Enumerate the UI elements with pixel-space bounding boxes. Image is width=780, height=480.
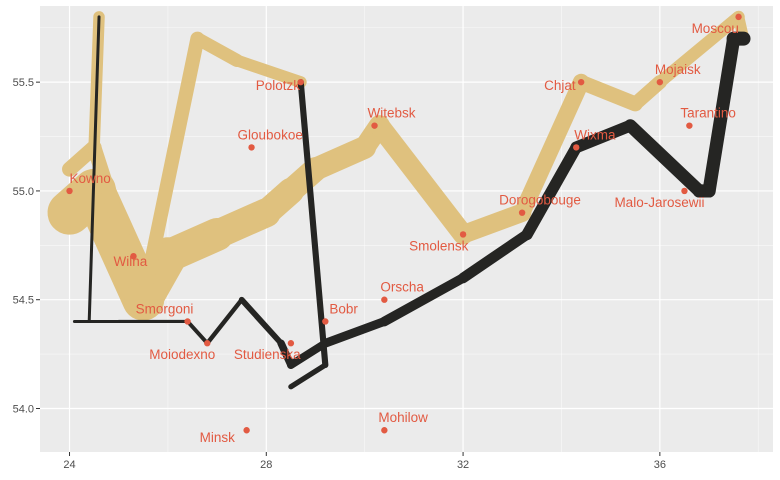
y-tick-label: 54.0: [13, 403, 34, 415]
advance-segment: [513, 73, 590, 222]
retreat-segment: [238, 296, 284, 347]
advance-segment: [369, 115, 474, 245]
city-label: Mojaisk: [655, 62, 701, 77]
advance-path: [62, 31, 307, 307]
city-label: Wilna: [113, 254, 147, 269]
retreat-segment: [623, 119, 706, 198]
city-marker: [459, 231, 467, 238]
city-marker: [681, 187, 688, 195]
city-marker: [184, 318, 191, 325]
city-label: Smorgoni: [136, 301, 194, 316]
city-markers: [66, 13, 742, 434]
city-labels: Kowno Wilna Smorgoni Moiodexno Gloubokoe Mins…: [70, 21, 739, 445]
retreat-segment: [297, 79, 329, 369]
retreat-segment: [288, 362, 328, 390]
city-label: Chjat: [544, 78, 576, 93]
retreat-path: [72, 31, 751, 369]
y-tick-label: 55.0: [13, 186, 34, 198]
city-label: Moiodexno: [149, 347, 215, 362]
city-marker: [243, 427, 250, 434]
city-label: Smolensk: [409, 238, 469, 253]
retreat-segment: [286, 339, 330, 369]
city-label: Kowno: [70, 171, 111, 186]
x-tick-label: 32: [457, 459, 469, 471]
advance-segment: [136, 31, 205, 307]
y-axis: 54.0 54.5 55.0 55.5: [13, 77, 40, 415]
retreat-path: [87, 15, 101, 323]
city-marker: [371, 122, 378, 129]
city-marker: [66, 187, 73, 195]
x-tick-label: 28: [260, 459, 272, 471]
retreat-segment: [521, 141, 582, 241]
city-label: Bobr: [329, 301, 358, 316]
city-marker: [381, 427, 388, 434]
retreat-segment: [702, 32, 741, 198]
x-tick-label: 36: [654, 459, 666, 471]
retreat-segment: [87, 15, 101, 323]
city-label: Polotzk: [256, 78, 301, 93]
retreat-segment: [185, 319, 210, 346]
retreat-path: [288, 79, 329, 390]
city-marker: [381, 296, 388, 303]
retreat-segment: [320, 317, 389, 348]
advance-segment: [653, 10, 745, 89]
city-label: Dorogobouge: [499, 193, 581, 208]
city-label: Wixma: [574, 127, 616, 142]
city-marker: [577, 78, 585, 86]
retreat-segment: [277, 339, 295, 369]
x-axis: 24 28 32 36: [63, 452, 666, 471]
advance-segment: [230, 54, 307, 89]
y-tick-label: 54.5: [13, 295, 34, 307]
y-tick-label: 55.5: [13, 77, 34, 89]
city-marker: [297, 78, 304, 86]
retreat-segment: [457, 229, 533, 284]
advance-segment: [573, 74, 643, 112]
advance-segment: [453, 203, 532, 244]
city-marker: [287, 340, 295, 347]
city-label: Orscha: [380, 280, 424, 295]
troop-paths: [47, 10, 751, 390]
city-label: Gloubokoe: [238, 127, 303, 142]
city-label: Witebsk: [368, 106, 416, 121]
retreat-segment: [379, 273, 468, 327]
city-label: Moscou: [692, 21, 739, 36]
city-marker: [248, 144, 255, 151]
city-label: Mohilow: [378, 410, 428, 425]
x-tick-label: 24: [63, 459, 75, 471]
advance-segment: [86, 140, 151, 307]
city-marker: [686, 122, 693, 129]
city-label: Tarantino: [680, 106, 736, 121]
city-marker: [322, 318, 329, 325]
advance-segment: [190, 32, 244, 67]
retreat-segment: [205, 297, 244, 346]
city-label: Studienska: [234, 347, 301, 362]
city-marker: [573, 144, 580, 151]
retreat-segment: [570, 119, 637, 154]
city-marker: [130, 252, 137, 260]
city-marker: [518, 209, 526, 216]
city-marker: [204, 340, 211, 347]
city-marker: [656, 78, 664, 86]
city-marker: [735, 13, 742, 21]
city-label: Malo-Jarosewii: [614, 195, 704, 210]
city-label: Minsk: [200, 430, 236, 445]
